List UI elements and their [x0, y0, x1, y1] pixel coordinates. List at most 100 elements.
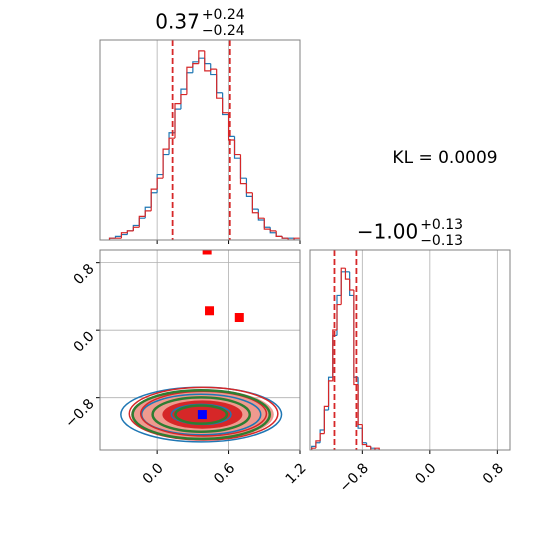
- hist-step: [370, 446, 375, 449]
- hist-step: [327, 376, 333, 410]
- hist-step: [114, 235, 122, 239]
- marker: [197, 410, 207, 420]
- hist-step: [281, 236, 289, 239]
- hist-step: [198, 57, 205, 62]
- hist-step: [192, 61, 199, 73]
- hist-step: [150, 192, 158, 208]
- y-tick-label: −0.8: [62, 396, 97, 431]
- hist-step: [216, 74, 223, 94]
- x-tick-label: 0.0: [412, 460, 439, 487]
- hist-step: [332, 329, 338, 381]
- contour-line: [131, 389, 272, 441]
- hist-step: [365, 444, 371, 447]
- hist-step: [239, 158, 247, 179]
- plot-area: [100, 250, 300, 450]
- hist-step: [186, 72, 193, 90]
- hist-step: [227, 112, 235, 141]
- hist-step: [150, 188, 158, 211]
- hist-step: [216, 69, 223, 99]
- hist-step: [120, 233, 128, 237]
- hist-step: [198, 50, 205, 64]
- x-tick-label: 1.2: [283, 460, 310, 487]
- hist-step: [311, 447, 316, 450]
- panel-title: −1.00: [357, 220, 418, 244]
- marker: [202, 250, 212, 255]
- hist-step: [186, 66, 193, 95]
- contour-line: [151, 396, 252, 434]
- hist-step: [251, 192, 259, 214]
- hist-step: [357, 384, 363, 426]
- hist-step: [245, 183, 253, 194]
- hist-step: [357, 377, 363, 429]
- hist-step: [239, 154, 247, 185]
- panel-frame: [309, 249, 511, 451]
- contour-line: [168, 400, 239, 427]
- hist-step: [269, 227, 277, 234]
- hist-step: [204, 50, 211, 72]
- hist-step: [287, 238, 295, 240]
- hist-step: [263, 218, 271, 230]
- contour-line: [140, 393, 262, 436]
- hist-step: [156, 173, 164, 193]
- hist-step: [319, 433, 325, 441]
- hist-step: [204, 58, 211, 65]
- hist-step: [210, 63, 217, 76]
- plot-area: [311, 250, 498, 450]
- title-lower: −0.13: [420, 233, 463, 249]
- title-lower: −0.24: [202, 23, 245, 39]
- hist-step: [251, 196, 259, 210]
- hist-step: [336, 303, 342, 330]
- hist-step: [344, 268, 350, 280]
- hist-step: [263, 220, 271, 228]
- hist-step: [323, 409, 329, 430]
- hist-step: [275, 230, 283, 237]
- hist-step: [162, 153, 170, 175]
- hist-step: [361, 424, 367, 446]
- x-tick-label: 0.8: [480, 460, 507, 487]
- hist-step: [222, 98, 229, 114]
- hist-step: [319, 429, 325, 443]
- title-upper: +0.24: [202, 7, 245, 23]
- hist-step: [374, 447, 380, 450]
- hist-step: [108, 237, 116, 240]
- hist-step: [315, 440, 321, 449]
- hist-step: [315, 442, 321, 447]
- marker: [205, 306, 215, 316]
- hist-step: [138, 215, 146, 228]
- hist-step: [180, 88, 187, 110]
- hist-step: [233, 140, 241, 156]
- title-upper: +0.13: [420, 217, 463, 233]
- hist-step: [132, 226, 140, 231]
- hist-step: [162, 148, 170, 179]
- hist-step: [349, 271, 354, 297]
- hist-step: [293, 237, 300, 240]
- x-tick-label: −0.8: [337, 460, 372, 495]
- hist-step: [327, 380, 333, 407]
- hist-step: [120, 232, 128, 239]
- hist-step: [174, 108, 181, 133]
- hist-step: [340, 271, 346, 296]
- x-tick-label: 0.0: [140, 460, 167, 487]
- hist-step: [245, 178, 253, 197]
- panel-title: 0.37: [155, 10, 200, 34]
- hist-step: [180, 93, 187, 104]
- hist-step: [370, 446, 375, 450]
- hist-step: [156, 177, 164, 190]
- hist-step: [269, 229, 277, 232]
- contour-line: [174, 404, 229, 425]
- panel-frame: [99, 39, 301, 241]
- hist-step: [340, 267, 346, 305]
- hist-step: [138, 217, 146, 226]
- hist-step: [353, 290, 359, 386]
- plot-area: [108, 40, 300, 240]
- marker: [234, 313, 244, 323]
- hist-step: [222, 92, 229, 116]
- hist-step: [257, 212, 265, 219]
- hist-step: [192, 63, 199, 68]
- y-tick-label: 0.0: [71, 329, 98, 356]
- hist-step: [349, 279, 354, 291]
- y-tick-label: 0.8: [71, 261, 98, 288]
- hist-step: [336, 294, 342, 336]
- panel-frame: [99, 249, 301, 451]
